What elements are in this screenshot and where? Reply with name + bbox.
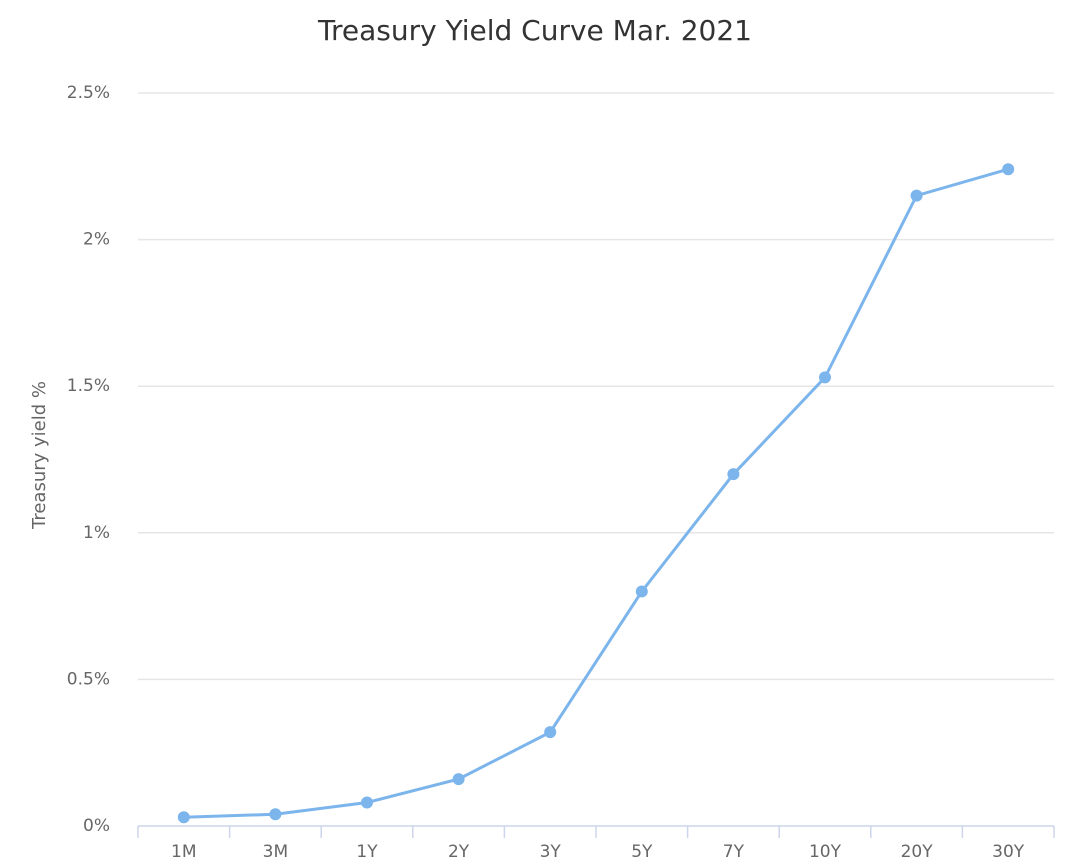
data-point [452, 773, 465, 786]
x-tick-label: 30Y [992, 842, 1025, 862]
x-tick-label: 2Y [448, 842, 470, 862]
x-tick-label: 3M [263, 842, 288, 862]
data-point [177, 811, 190, 824]
data-point [544, 726, 557, 739]
data-point [361, 796, 373, 809]
x-tick-label: 3Y [540, 842, 562, 862]
x-tick-label: 20Y [901, 842, 934, 862]
x-tick-label: 5Y [631, 842, 653, 862]
data-point [269, 808, 282, 821]
data-point [910, 189, 923, 202]
data-point [727, 468, 740, 481]
data-point [635, 585, 648, 598]
data-point [1002, 163, 1015, 176]
chart-title: Treasury Yield Curve Mar. 2021 [317, 14, 752, 47]
y-tick-label: 1.5% [67, 376, 110, 396]
y-tick-label: 0.5% [67, 669, 110, 689]
x-tick-label: 7Y [723, 842, 745, 862]
x-tick-label: 1Y [356, 842, 378, 862]
y-tick-label: 1% [83, 523, 110, 543]
y-tick-label: 0% [83, 816, 110, 836]
x-tick-label: 1M [171, 842, 196, 862]
series-line [183, 167, 1009, 819]
data-point [819, 371, 831, 384]
y-tick-label: 2% [83, 230, 110, 250]
y-tick-label: 2.5% [67, 83, 110, 103]
y-axis-label: Treasury yield % [29, 381, 50, 530]
x-tick-label: 10Y [809, 842, 842, 862]
